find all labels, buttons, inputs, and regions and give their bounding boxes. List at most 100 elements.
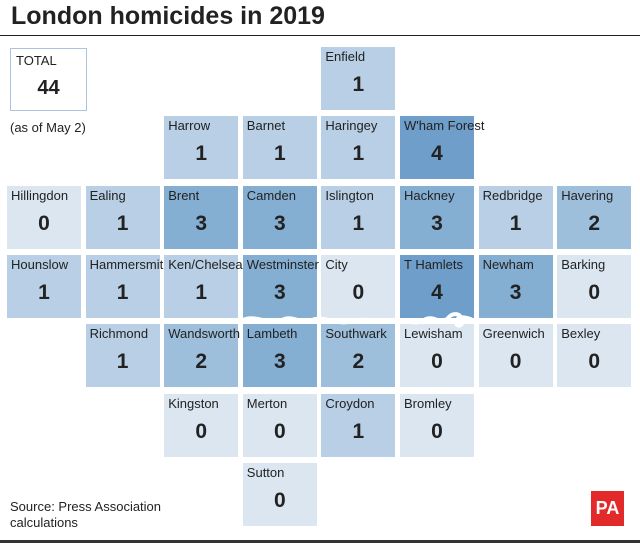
borough-value: 0	[431, 350, 443, 374]
borough-value: 1	[352, 211, 365, 235]
borough-value: 1	[116, 280, 129, 304]
borough-tile-lewisham: Lewisham 0	[400, 324, 474, 388]
as-of-date: (as of May 2)	[10, 120, 86, 135]
borough-tile-westminster: Westminster 3	[242, 254, 319, 318]
borough-name: T Hamlets	[404, 256, 463, 272]
borough-name: Hillingdon	[11, 187, 69, 203]
borough-tile-barking: Barking 0	[557, 254, 632, 318]
borough-value: 0	[352, 280, 365, 304]
borough-name: Bexley	[561, 326, 601, 342]
borough-tile-southwark: Southwark 2	[321, 324, 396, 388]
borough-name: Havering	[561, 187, 614, 203]
borough-value: 0	[38, 211, 50, 235]
borough-tile-w-ham-forest: W'ham Forest 4	[400, 116, 485, 180]
borough-tile-havering: Havering 2	[557, 185, 632, 249]
borough-name: Richmond	[89, 326, 149, 342]
title-bar: London homicides in 2019	[0, 0, 640, 36]
borough-value: 0	[273, 488, 286, 512]
borough-value: 0	[273, 419, 286, 443]
borough-value: 1	[273, 142, 286, 166]
borough-name: Harrow	[168, 118, 211, 134]
borough-tile-ken-chelsea: Ken/Chelsea 1	[164, 254, 243, 318]
borough-tile-hillingdon: Hillingdon 0	[7, 185, 81, 249]
borough-value: 1	[116, 350, 129, 374]
total-box: TOTAL 44	[10, 48, 87, 111]
pa-logo: PA	[591, 491, 624, 526]
borough-value: 0	[588, 350, 601, 374]
borough-tile-richmond: Richmond 1	[85, 324, 160, 388]
borough-tile-greenwich: Greenwich 0	[478, 324, 553, 388]
borough-tile-kingston: Kingston 0	[164, 393, 239, 457]
borough-tile-redbridge: Redbridge 1	[478, 185, 553, 249]
borough-name: Camden	[246, 187, 296, 203]
borough-tile-lambeth: Lambeth 3	[242, 324, 317, 388]
borough-name: Westminster	[246, 256, 319, 272]
borough-name: Haringey	[325, 118, 378, 134]
borough-tile-croydon: Croydon 1	[321, 393, 396, 457]
borough-name: Islington	[325, 187, 374, 203]
borough-value: 0	[195, 419, 208, 443]
borough-value: 0	[431, 419, 443, 443]
borough-tile-merton: Merton 0	[242, 393, 317, 457]
chart-title: London homicides in 2019	[11, 2, 325, 30]
borough-name: W'ham Forest	[404, 118, 485, 134]
borough-name: Kingston	[168, 395, 219, 411]
borough-value: 3	[195, 211, 208, 235]
borough-value: 1	[195, 280, 208, 304]
borough-name: Greenwich	[482, 326, 545, 342]
borough-name: Croydon	[325, 395, 375, 411]
borough-tile-camden: Camden 3	[242, 185, 317, 249]
borough-value: 2	[195, 350, 208, 374]
borough-name: Redbridge	[482, 187, 543, 203]
borough-value: 1	[38, 280, 50, 304]
borough-value: 0	[509, 350, 522, 374]
borough-name: Sutton	[246, 464, 285, 480]
borough-name: Lewisham	[404, 326, 463, 342]
borough-value: 3	[431, 211, 443, 235]
borough-value: 3	[273, 350, 286, 374]
borough-tile-bromley: Bromley 0	[400, 393, 474, 457]
borough-value: 1	[195, 142, 208, 166]
borough-tile-wandsworth: Wandsworth 2	[164, 324, 240, 388]
borough-value: 1	[352, 419, 365, 443]
borough-value: 3	[273, 211, 286, 235]
borough-tile-harrow: Harrow 1	[164, 116, 239, 180]
borough-value: 1	[116, 211, 129, 235]
total-label: TOTAL	[16, 53, 57, 68]
borough-name: Hounslow	[11, 256, 69, 272]
borough-value: 1	[509, 211, 522, 235]
borough-name: Enfield	[325, 49, 366, 64]
borough-value: 3	[509, 280, 522, 304]
borough-tile-bexley: Bexley 0	[557, 324, 632, 388]
borough-name: Bromley	[404, 395, 452, 411]
borough-name: Brent	[168, 187, 200, 203]
borough-tile-city: City 0	[321, 254, 396, 318]
borough-name: Barking	[561, 256, 606, 272]
borough-tile-islington: Islington 1	[321, 185, 396, 249]
borough-tile-newham: Newham 3	[478, 254, 553, 318]
source-note: Source: Press Association calculations	[10, 499, 162, 530]
bottom-rule	[0, 540, 640, 543]
borough-tile-brent: Brent 3	[164, 185, 239, 249]
borough-name: Ken/Chelsea	[168, 256, 243, 272]
borough-tile-ealing: Ealing 1	[85, 185, 160, 249]
borough-value: 1	[352, 142, 365, 166]
borough-name: Ealing	[89, 187, 126, 203]
borough-name: Hackney	[404, 187, 455, 203]
borough-tile-t-hamlets: T Hamlets 4	[400, 254, 474, 318]
borough-name: Wandsworth	[168, 326, 240, 342]
borough-tile-hounslow: Hounslow 1	[7, 254, 81, 318]
borough-tile-hammersmith: Hammersmith 1	[85, 254, 171, 318]
borough-name: Southwark	[325, 326, 387, 342]
borough-tile-haringey: Haringey 1	[321, 116, 396, 180]
borough-name: Newham	[482, 256, 534, 272]
borough-name: Lambeth	[246, 326, 298, 342]
borough-tile-enfield: Enfield 1	[321, 47, 396, 110]
borough-value: 3	[273, 280, 286, 304]
borough-value: 4	[431, 142, 443, 166]
total-value: 44	[37, 77, 60, 99]
borough-name: Barnet	[246, 118, 286, 134]
borough-name: Merton	[246, 395, 288, 411]
borough-value: 2	[588, 211, 601, 235]
borough-tile-sutton: Sutton 0	[242, 462, 317, 526]
